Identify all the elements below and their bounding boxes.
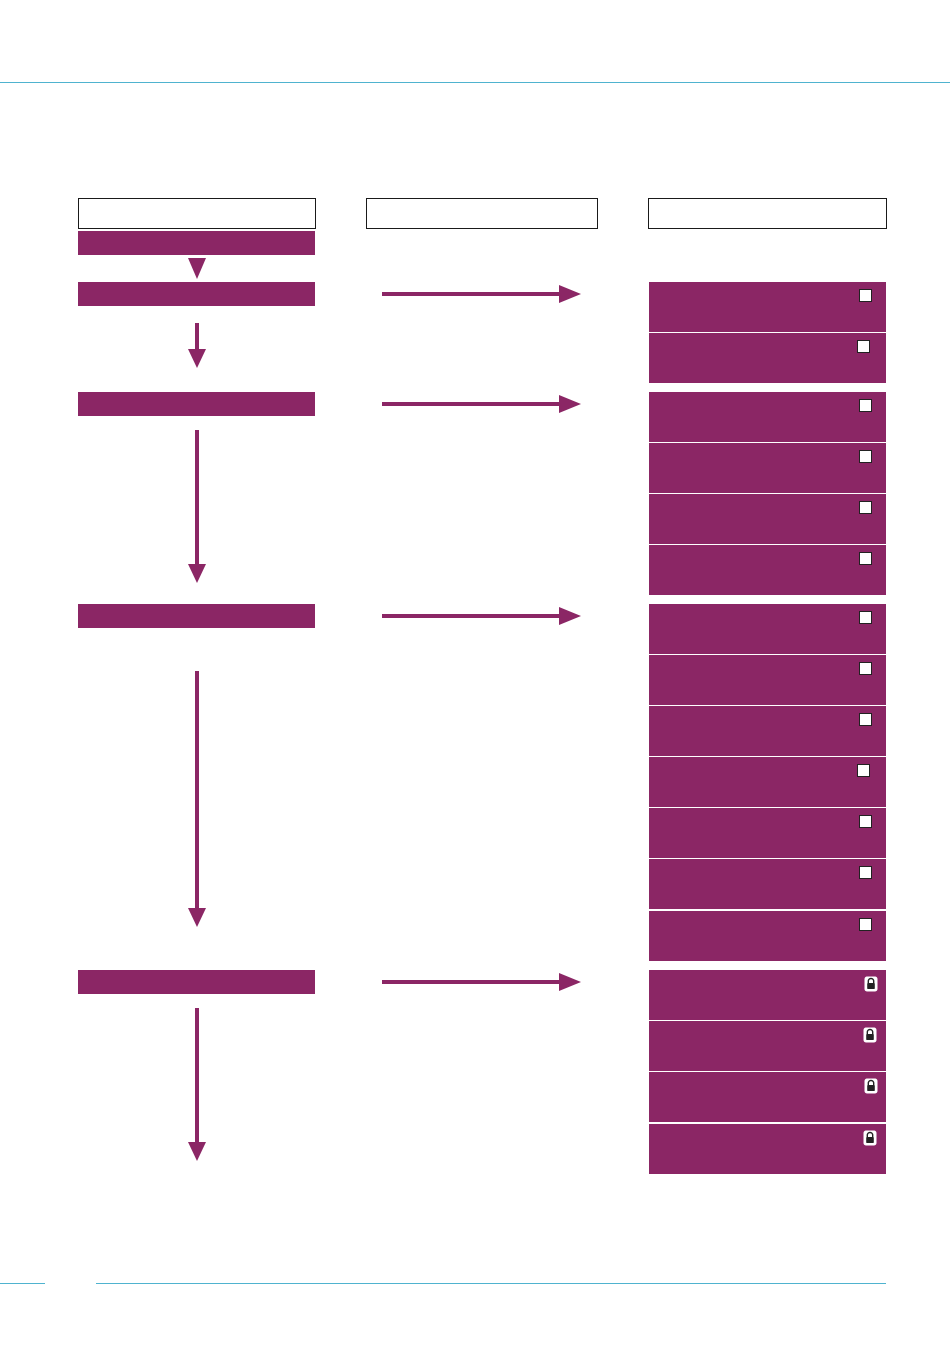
column-header-1 <box>78 198 316 229</box>
panel-2-2 <box>649 443 886 493</box>
right-arrow-4 <box>382 973 581 991</box>
lock-icon <box>864 1078 878 1094</box>
down-arrow-4 <box>188 671 206 927</box>
checkbox[interactable] <box>859 501 872 514</box>
down-arrow-2 <box>188 323 206 368</box>
panel-1-2 <box>649 333 886 383</box>
lock-icon <box>863 1130 877 1146</box>
right-arrow-1 <box>382 285 581 303</box>
panel-4-1 <box>649 970 886 1020</box>
panel-3-2 <box>649 655 886 705</box>
panel-3-7 <box>649 911 886 961</box>
checkbox[interactable] <box>857 340 870 353</box>
checkbox[interactable] <box>859 866 872 879</box>
checkbox[interactable] <box>859 399 872 412</box>
right-arrow-3 <box>382 607 581 625</box>
footer-rule-right <box>96 1283 886 1284</box>
stage-bar-1 <box>78 231 315 255</box>
panel-3-4 <box>649 757 886 807</box>
down-arrow-1 <box>188 258 206 279</box>
lock-icon <box>864 976 878 992</box>
checkbox[interactable] <box>857 764 870 777</box>
down-arrow-5 <box>188 1008 206 1161</box>
column-header-2 <box>366 198 598 229</box>
panel-4-2 <box>649 1021 886 1071</box>
footer-rule-left <box>0 1283 45 1284</box>
checkbox[interactable] <box>859 662 872 675</box>
checkbox[interactable] <box>859 450 872 463</box>
column-header-3 <box>648 198 887 229</box>
panel-3-3 <box>649 706 886 756</box>
checkbox[interactable] <box>859 611 872 624</box>
checkbox[interactable] <box>859 713 872 726</box>
stage-bar-2 <box>78 282 315 306</box>
right-arrow-2 <box>382 395 581 413</box>
lock-icon <box>863 1027 877 1043</box>
checkbox[interactable] <box>859 552 872 565</box>
down-arrow-3 <box>188 430 206 583</box>
stage-bar-5 <box>78 970 315 994</box>
panel-4-4 <box>649 1124 886 1174</box>
panel-4-3 <box>649 1072 886 1122</box>
panel-2-3 <box>649 494 886 544</box>
top-rule <box>0 82 950 83</box>
checkbox[interactable] <box>859 815 872 828</box>
checkbox[interactable] <box>859 918 872 931</box>
panel-3-1 <box>649 604 886 654</box>
panel-3-5 <box>649 808 886 858</box>
panel-3-6 <box>649 859 886 909</box>
panel-1-1 <box>649 282 886 332</box>
checkbox[interactable] <box>859 289 872 302</box>
panel-2-4 <box>649 545 886 595</box>
stage-bar-3 <box>78 392 315 416</box>
panel-2-1 <box>649 392 886 442</box>
stage-bar-4 <box>78 604 315 628</box>
